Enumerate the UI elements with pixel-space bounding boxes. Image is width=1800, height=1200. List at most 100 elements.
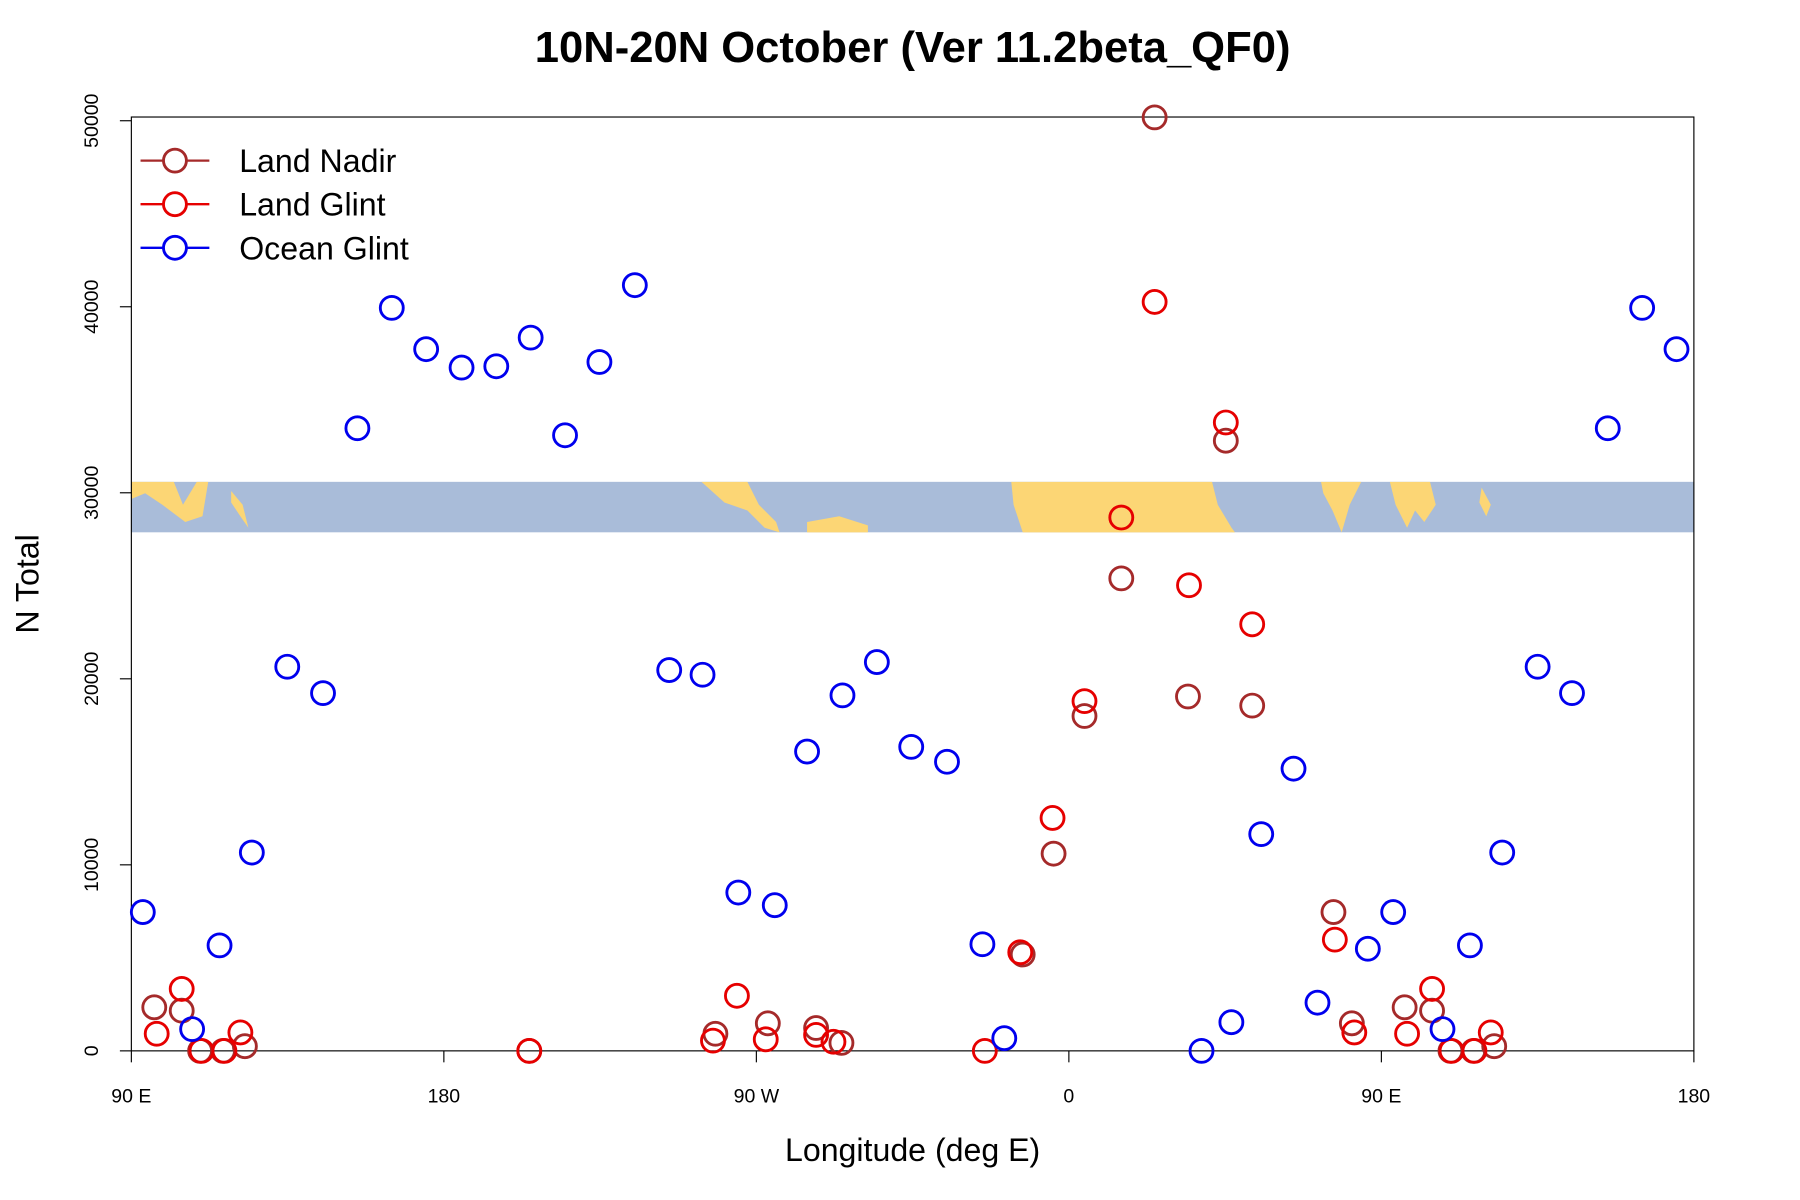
data-point [1481, 1033, 1508, 1060]
data-point [1304, 989, 1331, 1016]
data-point [1380, 899, 1407, 925]
x-tick-label: 180 [1678, 1085, 1711, 1107]
data-point [1629, 294, 1656, 321]
data-point [517, 324, 544, 351]
data-point [1248, 821, 1275, 848]
data-point [1489, 839, 1516, 866]
data-point [378, 294, 405, 321]
data-point [1594, 415, 1621, 442]
x-tick-label: 90 W [734, 1085, 780, 1107]
data-point [1394, 1020, 1420, 1047]
x-tick-label: 0 [1063, 1085, 1074, 1107]
y-tick-label: 0 [81, 1045, 103, 1056]
data-point [238, 839, 265, 866]
data-point [1071, 703, 1098, 729]
data-point [656, 657, 683, 683]
data-point [1108, 565, 1135, 592]
data-point [754, 1010, 781, 1037]
data-point [1212, 409, 1239, 436]
legend-label: Ocean Glint [239, 230, 409, 266]
data-point [828, 1029, 855, 1056]
x-tick-label: 90 E [111, 1085, 151, 1107]
data-point [586, 349, 613, 375]
data-point [971, 1037, 998, 1064]
data-point [820, 1028, 847, 1055]
data-point [700, 1027, 726, 1054]
map-land [1479, 487, 1491, 517]
data-point [1524, 653, 1551, 680]
data-point [274, 653, 301, 680]
data-point [991, 1025, 1018, 1052]
data-point [310, 680, 336, 707]
data-point [227, 1019, 254, 1046]
map-land [131, 481, 209, 522]
map-ocean [131, 481, 1694, 533]
data-point [179, 1016, 206, 1043]
data-point [1341, 1019, 1368, 1046]
data-point [761, 892, 788, 919]
data-point [344, 415, 371, 442]
legend-marker [162, 191, 188, 218]
data-point [168, 976, 195, 1002]
data-point [621, 272, 648, 299]
legend: Land Nadir Land Glint Ocean Glint [140, 143, 409, 266]
data-point [1175, 683, 1201, 710]
data-point [969, 931, 996, 958]
map-land [231, 491, 249, 528]
y-tick-label: 40000 [81, 279, 103, 333]
data-point [898, 733, 925, 760]
data-point [206, 932, 233, 959]
data-point [1176, 572, 1202, 599]
y-tick-label: 30000 [81, 466, 103, 520]
data-point [1212, 427, 1239, 454]
data-point [1320, 899, 1347, 925]
data-point [689, 661, 716, 688]
data-point [1280, 755, 1307, 782]
data-point [1461, 1037, 1488, 1064]
data-point [1457, 932, 1483, 959]
map-land [1389, 481, 1436, 528]
data-point [1040, 840, 1067, 867]
data-point [141, 994, 168, 1021]
data-point [829, 682, 856, 709]
map-strip [131, 481, 1694, 533]
data-point [1141, 104, 1168, 131]
data-point [483, 353, 510, 380]
data-point [863, 649, 890, 675]
data-point [129, 899, 156, 925]
data-point [724, 982, 750, 1009]
data-point [803, 1021, 829, 1048]
legend-marker [162, 234, 188, 261]
data-point [552, 422, 578, 449]
data-point [1559, 680, 1585, 707]
plot-frame [130, 116, 1695, 1052]
data-point [143, 1020, 170, 1047]
data-point [794, 738, 820, 765]
data-point [1429, 1016, 1456, 1043]
data-point [725, 879, 752, 906]
map-land [807, 516, 868, 533]
data-point [1009, 941, 1036, 968]
data-point [1039, 805, 1066, 831]
data-point [752, 1026, 779, 1053]
legend-label: Land Glint [239, 187, 385, 223]
data-point [1321, 926, 1348, 953]
data-point [1071, 688, 1098, 715]
data-point [1239, 692, 1266, 719]
y-tick-label: 10000 [81, 838, 103, 892]
data-point [1239, 611, 1266, 638]
data-point [1391, 994, 1418, 1021]
map-land [701, 481, 780, 533]
data-point [1663, 336, 1690, 363]
data-point [1477, 1019, 1504, 1046]
y-tick-label: 50000 [81, 93, 103, 147]
x-axis-label: Longitude (deg E) [785, 1132, 1040, 1168]
data-point [934, 748, 960, 775]
data-point [1108, 504, 1135, 531]
data-point [1354, 935, 1381, 962]
data-point [516, 1037, 543, 1064]
data-point [1007, 939, 1034, 966]
data-point [803, 1015, 829, 1041]
